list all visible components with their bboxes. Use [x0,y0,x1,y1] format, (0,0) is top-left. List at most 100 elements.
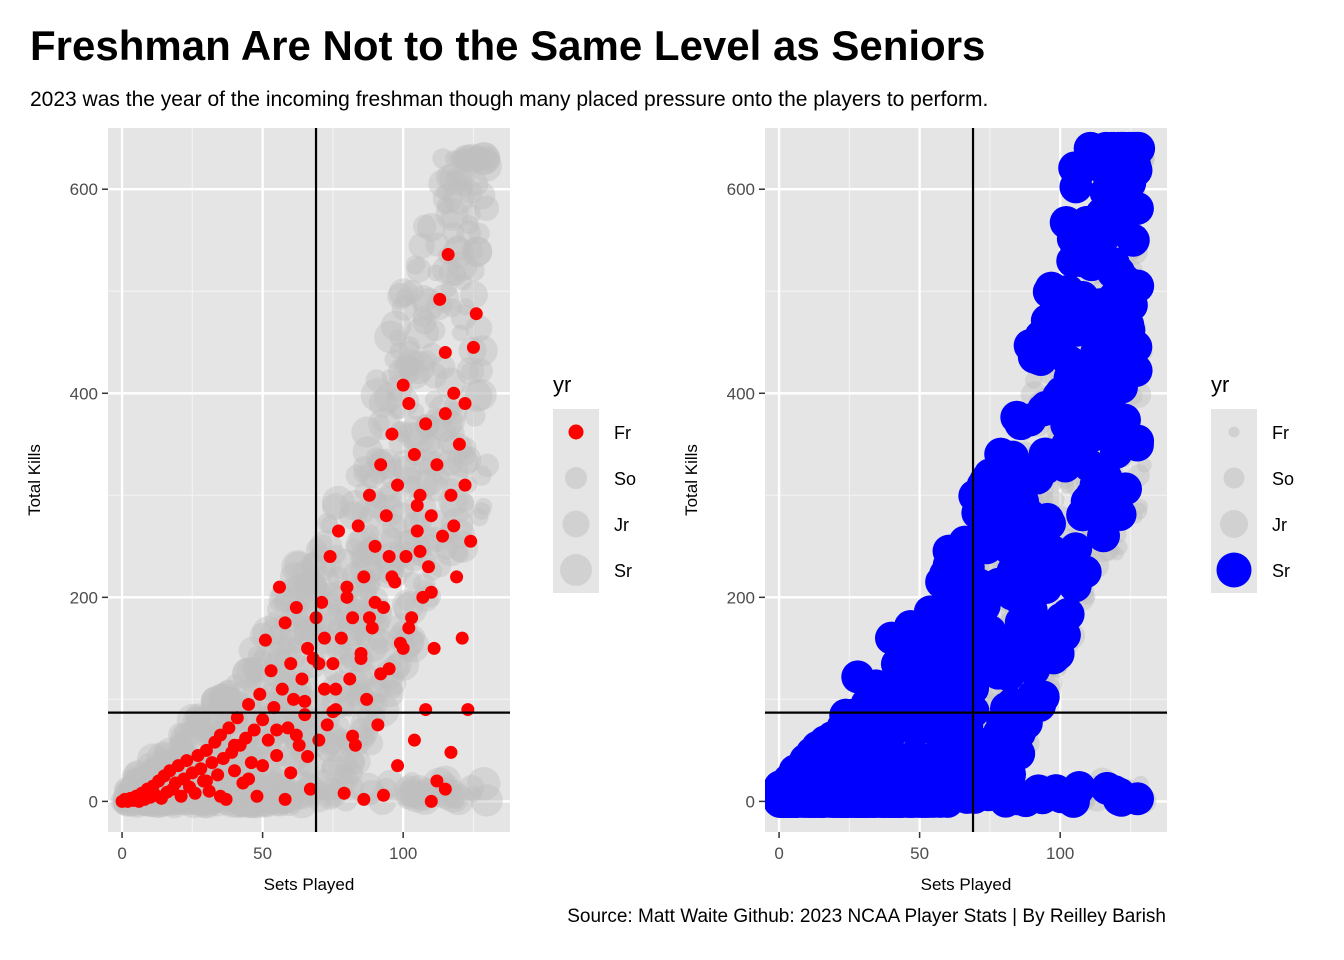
muted-point [173,728,197,751]
freshman-point [427,641,441,655]
y-axis-title: Total Kills [682,444,701,516]
muted-point [213,686,232,705]
freshman-point [407,733,421,747]
freshman-point [312,733,326,747]
muted-point [467,181,496,210]
legend-label-sr: Sr [614,561,632,581]
muted-point [469,149,503,182]
senior-point [1018,778,1052,812]
muted-point [453,445,482,474]
legend-key-jr [1220,510,1248,538]
muted-point [427,264,445,282]
freshman-point [402,396,416,410]
muted-point [1110,547,1124,561]
muted-point [428,168,459,199]
muted-point [462,145,490,173]
freshman-point [360,692,374,706]
muted-point [352,436,384,467]
freshman-point [230,711,244,725]
y-tick-label: 200 [727,588,755,607]
muted-point [186,708,212,734]
muted-point [1133,498,1148,514]
muted-point [405,255,426,275]
senior-point [1012,584,1046,618]
freshman-point [205,756,219,770]
muted-point [451,544,470,563]
muted-point [438,259,466,286]
freshman-point [374,458,388,472]
muted-point [467,142,501,175]
muted-point [460,149,479,168]
freshman-point [357,570,371,584]
freshman-point [301,749,315,763]
muted-point [460,280,488,309]
freshman-point [242,772,256,786]
freshman-point [399,550,413,564]
freshman-point [199,774,213,788]
muted-point [264,780,284,800]
senior-point [1087,519,1121,553]
muted-point [338,759,363,785]
senior-point [853,784,887,818]
muted-point [453,144,483,173]
muted-point [168,722,194,748]
legend-key-so [1223,467,1245,489]
muted-point [464,171,489,197]
senior-point [1051,597,1085,631]
muted-point [227,786,258,817]
muted-point [123,769,146,792]
freshman-point [396,378,410,392]
muted-point [463,240,484,261]
muted-point [462,236,493,266]
muted-point [451,324,469,342]
muted-point [464,378,497,411]
muted-point [389,403,406,420]
muted-point [456,180,473,198]
freshman-point [346,729,360,743]
senior-point [961,567,995,601]
senior-point [1116,223,1150,257]
muted-point [385,458,402,476]
senior-point [918,741,952,775]
freshman-point [211,768,225,782]
muted-point [170,723,200,754]
muted-point [365,369,388,392]
freshman-point [419,703,433,717]
muted-point [216,680,238,703]
muted-point [384,680,403,699]
muted-point [324,607,344,627]
muted-point [351,546,374,569]
muted-point [467,142,501,176]
muted-point [287,637,305,655]
freshman-point [239,731,253,745]
senior-point [1041,636,1075,670]
muted-point [473,502,491,520]
muted-point [353,465,371,483]
muted-point [432,468,450,486]
legend-key-so [565,467,587,489]
muted-point [323,737,341,756]
freshman-point [419,417,433,431]
senior-point [995,687,1029,721]
freshman-point [405,611,419,625]
muted-point [466,767,501,801]
freshman-point [346,611,360,625]
freshman-point [410,499,424,513]
muted-point [398,340,422,363]
muted-point [200,717,220,737]
freshman-point [320,718,334,732]
freshman-point [275,682,289,696]
freshman-point [228,738,242,752]
muted-point [373,382,404,413]
freshman-point [270,723,284,737]
muted-point [432,183,463,214]
muted-point [401,350,435,384]
muted-point [459,215,479,235]
muted-point [211,683,231,703]
muted-point [300,552,324,576]
muted-point [236,702,271,736]
muted-point [339,490,371,521]
senior-point [992,658,1026,692]
muted-point [216,687,240,710]
senior-point [950,645,984,679]
